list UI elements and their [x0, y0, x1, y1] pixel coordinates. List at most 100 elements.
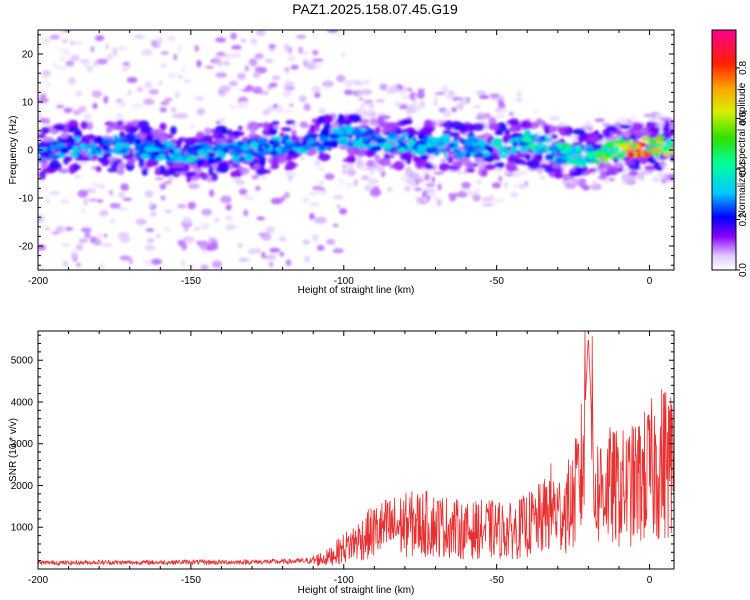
spectrogram-cell — [581, 160, 586, 168]
spectrogram-cell — [41, 37, 51, 45]
spectrogram-cell — [248, 58, 258, 66]
x-tick-label: -100 — [334, 276, 354, 287]
spectrogram-cell — [164, 209, 173, 214]
spectrogram-cell — [269, 247, 281, 253]
spectrogram-cell — [245, 155, 254, 162]
spectrogram-cell — [259, 159, 266, 167]
spectrogram-cell — [281, 140, 287, 145]
spectrogram-cell — [88, 198, 99, 202]
spectrogram-cell — [200, 243, 208, 251]
spectrogram-cell — [317, 153, 331, 162]
spectrogram-cell — [317, 115, 326, 124]
spectrogram-cell — [238, 188, 248, 195]
spectrogram-cell — [419, 100, 426, 108]
spectrogram-cell — [109, 218, 116, 225]
spectrogram-cell — [349, 134, 353, 139]
spectrogram-cell — [484, 112, 491, 119]
spectrogram-cell — [527, 159, 541, 170]
spectrogram-cell — [595, 158, 601, 166]
spectrogram-cell — [664, 120, 670, 128]
spectrogram-cell — [280, 195, 286, 202]
spectrogram-cell — [265, 58, 274, 63]
spectrogram-cell — [237, 125, 243, 130]
spectrogram-cell — [417, 91, 425, 99]
spectrogram-cell — [166, 142, 172, 147]
spectrogram-cell — [498, 175, 503, 183]
spectrogram-cell — [654, 151, 660, 158]
spectrogram-cell — [240, 38, 247, 43]
spectrogram-cell — [437, 183, 442, 191]
spectrogram-cell — [75, 244, 84, 251]
spectrogram-y-ticks: -20 -10 0 10 20 — [19, 34, 674, 266]
spectrogram-cell — [630, 115, 638, 121]
spectrogram-cell — [193, 144, 203, 150]
spectrogram-cell — [73, 110, 81, 116]
spectrogram-cell — [628, 178, 634, 184]
spectrogram-cell — [144, 244, 154, 252]
spectrogram-cell — [571, 136, 577, 142]
spectrogram-cell — [68, 164, 77, 175]
spectrogram-cell — [481, 196, 493, 202]
spectrogram-cell — [654, 142, 662, 148]
spectrogram-cell — [42, 150, 50, 158]
spectrogram-cell — [641, 170, 654, 175]
spectrogram-cell — [159, 107, 167, 113]
spectrogram-cell — [216, 149, 221, 155]
spectrogram-cell — [639, 155, 648, 165]
spectrogram-cell — [203, 137, 214, 143]
spectrogram-cell — [443, 120, 454, 130]
spectrogram-cell — [433, 96, 438, 101]
spectrogram-cell — [408, 132, 415, 138]
spectrogram-cell — [412, 155, 420, 163]
spectrogram-cell — [269, 48, 275, 52]
spectrogram-cell — [476, 112, 486, 119]
spectrogram-cell — [115, 116, 128, 122]
spectrogram-cell — [596, 153, 603, 159]
spectrogram-cell — [156, 37, 163, 45]
spectrogram-cell — [522, 136, 533, 144]
spectrogram-cell — [516, 90, 523, 98]
spectrogram-cell — [643, 113, 653, 118]
x-tick-label: 0 — [647, 575, 653, 586]
spectrogram-cell — [144, 81, 153, 89]
spectrogram-cell — [481, 169, 488, 177]
spectrogram-cell — [182, 216, 192, 225]
y-tick-label: 10 — [22, 98, 34, 109]
spectrogram-cell — [270, 158, 281, 166]
spectrogram-cell — [214, 217, 220, 223]
spectrogram-cell — [584, 146, 595, 153]
spectrogram-cell — [102, 138, 113, 145]
spectrogram-cell — [197, 158, 204, 166]
spectrogram-cell — [40, 93, 47, 99]
spectrogram-cell — [241, 101, 250, 108]
spectrogram-cell — [602, 146, 610, 153]
colorbar-tick-label: 0.2 — [738, 212, 749, 226]
spectrogram-cell — [473, 146, 485, 151]
spectrogram-cell — [366, 152, 373, 158]
spectrogram-cell — [283, 67, 291, 72]
spectrogram-cell — [96, 58, 108, 65]
spectrogram-cell — [234, 168, 241, 178]
spectrogram-cell — [101, 242, 112, 248]
colorbar: 0.0 0.2 0.4 0.6 0.8 Normalized spectral ampl… — [711, 29, 749, 277]
spectrogram-cell — [618, 167, 624, 173]
spectrogram-cell — [505, 162, 518, 173]
spectrogram-cell — [83, 198, 88, 206]
spectrogram-cell — [636, 152, 642, 159]
spectrogram-cell — [419, 154, 430, 160]
snr-y-axis-title: SNR (10 * v/v) — [8, 418, 19, 482]
spectrogram-cell — [436, 199, 443, 207]
spectrogram-cell — [208, 236, 217, 240]
spectrogram-cell — [143, 146, 155, 153]
x-tick-label: -150 — [181, 276, 201, 287]
spectrogram-cell — [349, 79, 361, 84]
spectrogram-cell — [105, 126, 113, 134]
spectrogram-cell — [138, 157, 145, 168]
spectrogram-cell — [196, 59, 202, 68]
x-tick-label: -200 — [28, 276, 48, 287]
spectrogram-cell — [243, 258, 251, 262]
spectrogram-cell — [269, 128, 278, 135]
page-title: PAZ1.2025.158.07.45.G19 — [292, 1, 458, 17]
spectrogram-cell — [90, 46, 95, 53]
spectrogram-cell — [632, 142, 637, 150]
